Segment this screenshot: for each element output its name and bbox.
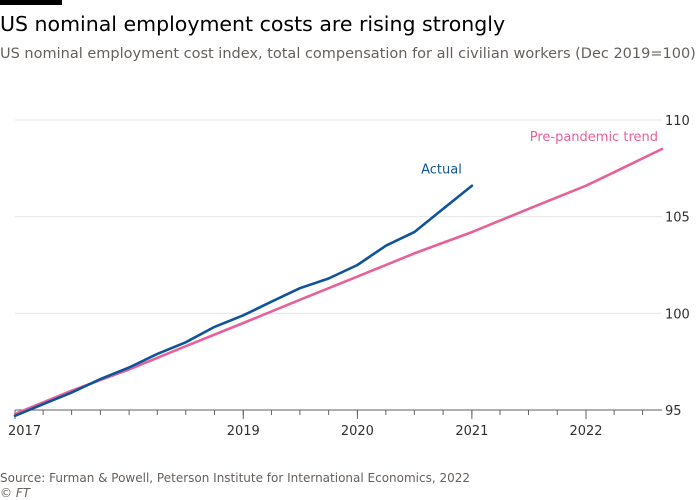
annotation-pre-pandemic-trend: Pre-pandemic trend <box>530 130 658 145</box>
x-tick-label-2019: 2019 <box>227 424 260 439</box>
x-tick-label-2017: 2017 <box>8 424 41 439</box>
series-line-pre-pandemic-trend <box>13 147 664 416</box>
y-tick-label-105: 105 <box>665 211 690 226</box>
x-tick-label-2021: 2021 <box>455 424 488 439</box>
y-tick-label-110: 110 <box>665 114 690 129</box>
x-tick-label-2020: 2020 <box>341 424 374 439</box>
source-note: Source: Furman & Powell, Peterson Instit… <box>0 471 471 485</box>
y-tick-label-100: 100 <box>665 307 690 322</box>
copyright-symbol: © <box>0 486 12 500</box>
ft-brand: FT <box>15 486 31 500</box>
copyright-note: © FT <box>0 486 30 500</box>
brand-bar <box>0 0 62 5</box>
annotation-actual: Actual <box>421 163 462 178</box>
series-line-actual <box>13 184 474 418</box>
chart-subtitle: US nominal employment cost index, total … <box>0 46 696 62</box>
chart-title: US nominal employment costs are rising s… <box>0 12 506 36</box>
x-tick-label-2022: 2022 <box>569 424 602 439</box>
y-tick-label-95: 95 <box>665 404 682 419</box>
